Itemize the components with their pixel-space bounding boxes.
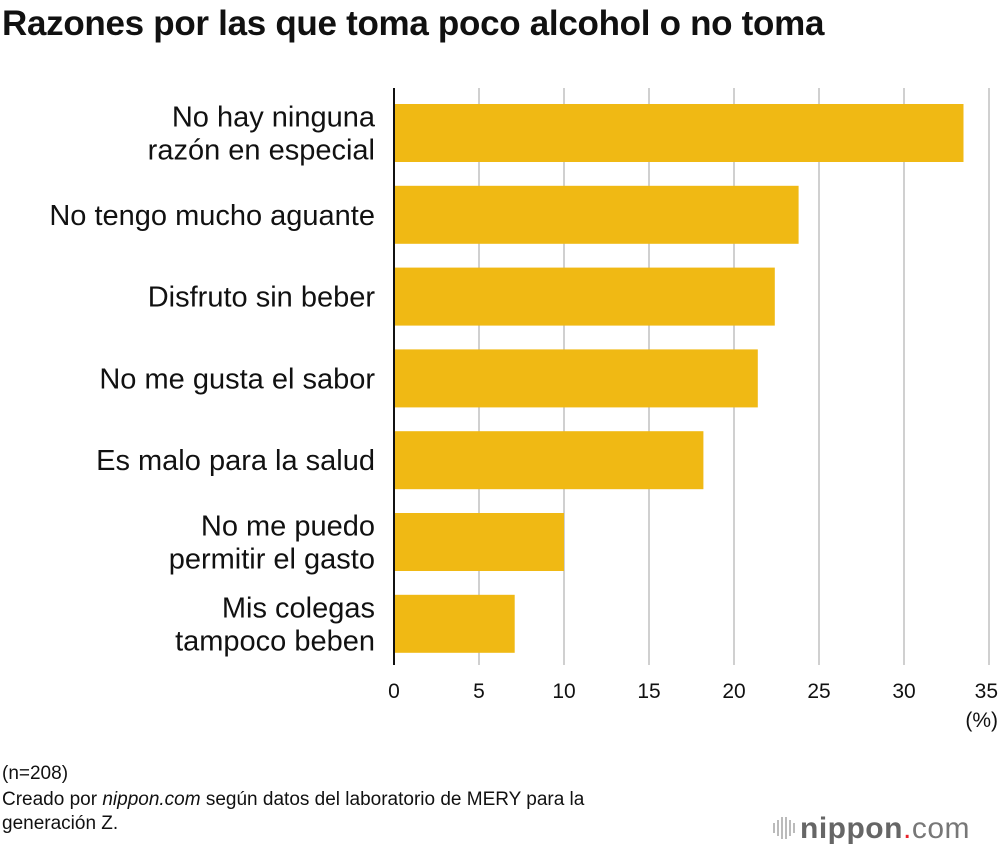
- x-tick-label: 30: [892, 680, 915, 703]
- x-tick-label: 5: [473, 680, 485, 703]
- category-label: No me puedo: [201, 511, 375, 543]
- source-note: Creado por nippon.com según datos del la…: [2, 788, 584, 836]
- bar: [394, 594, 515, 653]
- sample-size: (n=208): [2, 763, 69, 784]
- bar: [394, 267, 775, 326]
- x-tick-label: 10: [552, 680, 575, 703]
- category-label: razón en especial: [148, 135, 375, 167]
- category-label: No hay ninguna: [172, 102, 376, 134]
- bar: [394, 349, 758, 408]
- x-tick-label: 20: [722, 680, 745, 703]
- category-label: Mis colegas: [222, 592, 375, 624]
- source-suffix: según datos del laboratorio de MERY para…: [200, 789, 585, 810]
- category-label: Es malo para la salud: [96, 445, 375, 477]
- source-site: nippon.com: [102, 789, 201, 810]
- category-label: permitir el gasto: [169, 544, 375, 576]
- bar: [394, 431, 704, 490]
- chart-title: Razones por las que toma poco alcohol o …: [2, 4, 825, 43]
- source-line2: generación Z.: [2, 813, 119, 834]
- bar: [394, 513, 564, 571]
- bar: [394, 185, 799, 244]
- nippon-logo: nippon.com: [772, 812, 970, 846]
- category-label: No tengo mucho aguante: [49, 200, 375, 232]
- source-prefix: Creado por: [2, 789, 103, 810]
- x-tick-label: 35: [975, 680, 998, 703]
- bar: [394, 104, 964, 162]
- category-label: tampoco beben: [175, 625, 375, 657]
- x-tick-label: 15: [637, 680, 660, 703]
- x-unit-label: (%): [965, 709, 998, 732]
- logo-bars-icon: [773, 817, 795, 839]
- x-tick-label: 0: [388, 680, 400, 703]
- category-label: No me gusta el sabor: [99, 363, 375, 395]
- x-tick-label: 25: [807, 680, 830, 703]
- category-label: Disfruto sin beber: [148, 282, 376, 314]
